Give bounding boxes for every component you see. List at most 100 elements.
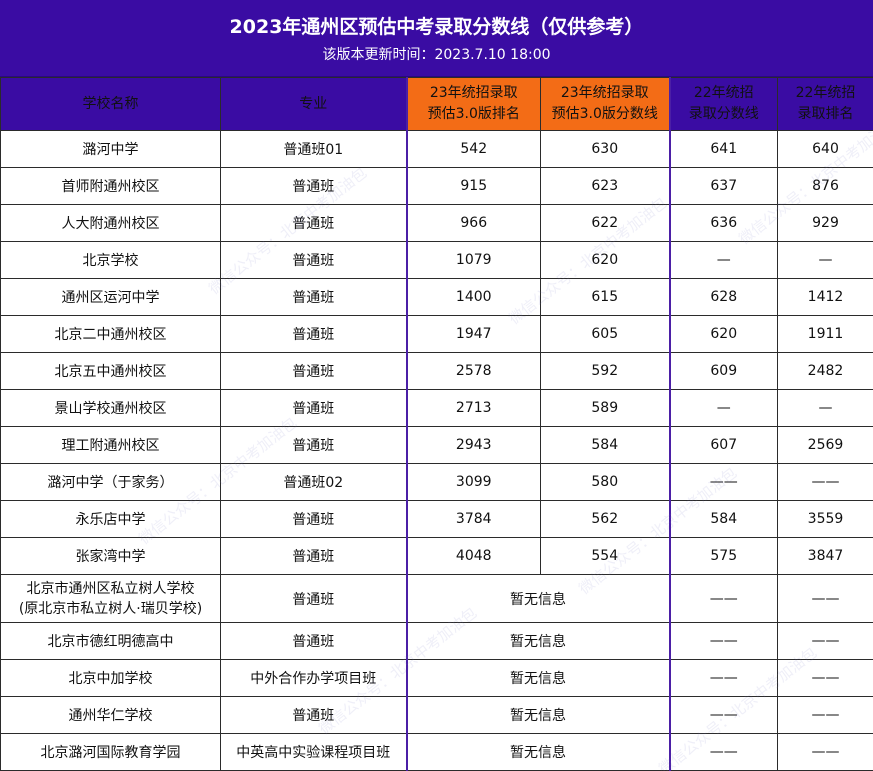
table-row-nodata: 北京市通州区私立树人学校 (原北京市私立树人·瑞贝学校) 普通班 暂无信息 ——… bbox=[0, 574, 873, 623]
rank-22: 1412 bbox=[777, 278, 873, 316]
rank-23: 542 bbox=[405, 130, 541, 168]
rank-22: —— bbox=[777, 622, 873, 660]
school-name: 北京学校 bbox=[0, 241, 221, 279]
score-22: — bbox=[668, 389, 778, 427]
table-row: 北京学校 普通班 1079 620— — bbox=[0, 241, 873, 279]
rank-22: —— bbox=[777, 696, 873, 734]
rank-22: 3847 bbox=[777, 537, 873, 575]
col-score-22-line2: 录取分数线 bbox=[688, 106, 759, 122]
col-score-22-line1: 22年统招 bbox=[693, 85, 754, 101]
major-name: 普通班 bbox=[220, 204, 407, 242]
rank-23: 1400 bbox=[405, 278, 541, 316]
no-info: 暂无信息 bbox=[405, 659, 670, 697]
col-major: 专业 bbox=[220, 77, 407, 131]
major-name: 普通班 bbox=[220, 278, 407, 316]
rank-22: —— bbox=[777, 463, 873, 501]
rank-23: 2943 bbox=[405, 426, 541, 464]
table-row-nodata: 通州华仁学校 普通班 暂无信息 —— —— bbox=[0, 696, 873, 734]
major-name: 普通班 bbox=[220, 389, 407, 427]
school-name: 首师附通州校区 bbox=[0, 167, 221, 205]
table-row: 通州区运河中学 普通班 1400 615 628 1412 bbox=[0, 278, 873, 316]
rank-23: 3784 bbox=[405, 500, 541, 538]
rank-22: 2482 bbox=[777, 352, 873, 390]
score-23: 622 bbox=[540, 204, 670, 242]
rank-23: 915 bbox=[405, 167, 541, 205]
table-row: 人大附通州校区 普通班 966 622 636 929 bbox=[0, 204, 873, 242]
school-name: 张家湾中学 bbox=[0, 537, 221, 575]
rank-22: —— bbox=[777, 659, 873, 697]
major-name: 普通班 bbox=[220, 426, 407, 464]
score-23: 615 bbox=[540, 278, 670, 316]
rank-22: 640 bbox=[777, 130, 873, 168]
header-row: 学校名称 专业 23年统招录取 预估3.0版排名 23年统招录取 预估3.0版分… bbox=[0, 77, 873, 131]
score-22: 641 bbox=[668, 130, 778, 168]
rank-23: 3099 bbox=[405, 463, 541, 501]
major-name: 普通班 bbox=[220, 622, 407, 660]
col-rank-23-line2: 预估3.0版排名 bbox=[427, 106, 520, 122]
school-name: 北京市德红明德高中 bbox=[0, 622, 221, 660]
col-school: 学校名称 bbox=[0, 77, 221, 131]
score-22: —— bbox=[668, 574, 778, 623]
table-row: 北京五中通州校区 普通班 2578 592 609 2482 bbox=[0, 352, 873, 390]
score-table: 学校名称 专业 23年统招录取 预估3.0版排名 23年统招录取 预估3.0版分… bbox=[0, 77, 873, 771]
rank-23: 966 bbox=[405, 204, 541, 242]
score-23: 580 bbox=[540, 463, 670, 501]
rank-22: — bbox=[777, 389, 873, 427]
school-name: 北京潞河国际教育学园 bbox=[0, 733, 221, 771]
score-22: 636 bbox=[668, 204, 778, 242]
major-name: 普通班 bbox=[220, 167, 407, 205]
score-22: 607 bbox=[668, 426, 778, 464]
major-name: 普通班 bbox=[220, 696, 407, 734]
score-23: 620 bbox=[540, 241, 670, 279]
school-name: 北京市通州区私立树人学校 (原北京市私立树人·瑞贝学校) bbox=[0, 574, 221, 623]
table-row-nodata: 北京中加学校 中外合作办学项目班 暂无信息 —— —— bbox=[0, 659, 873, 697]
major-name: 普通班01 bbox=[220, 130, 407, 168]
no-info: 暂无信息 bbox=[405, 622, 670, 660]
table-row: 潞河中学 普通班01 542 630 641 640 bbox=[0, 130, 873, 168]
school-name: 北京中加学校 bbox=[0, 659, 221, 697]
score-23: 592 bbox=[540, 352, 670, 390]
major-name: 普通班 bbox=[220, 315, 407, 353]
score-23: 584 bbox=[540, 426, 670, 464]
score-22: — bbox=[668, 241, 778, 279]
score-23: 589 bbox=[540, 389, 670, 427]
score-22: 637 bbox=[668, 167, 778, 205]
rank-23: 1079 bbox=[405, 241, 541, 279]
col-score-23-line1: 23年统招录取 bbox=[560, 85, 649, 101]
school-name-line2: (原北京市私立树人·瑞贝学校) bbox=[18, 600, 203, 617]
major-name: 普通班02 bbox=[220, 463, 407, 501]
table-row-nodata: 北京市德红明德高中 普通班 暂无信息 —— —— bbox=[0, 622, 873, 660]
score-22: —— bbox=[668, 733, 778, 771]
col-rank-22-line2: 录取排名 bbox=[797, 106, 854, 122]
table-row: 理工附通州校区 普通班 2943 584 607 2569 bbox=[0, 426, 873, 464]
title-bar: 2023年通州区预估中考录取分数线（仅供参考） 该版本更新时间：2023.7.1… bbox=[0, 0, 873, 77]
score-23: 554 bbox=[540, 537, 670, 575]
score-22: 575 bbox=[668, 537, 778, 575]
table-row: 潞河中学（于家务） 普通班02 3099 580 —— —— bbox=[0, 463, 873, 501]
update-time: 该版本更新时间：2023.7.10 18:00 bbox=[322, 47, 551, 63]
school-name: 理工附通州校区 bbox=[0, 426, 221, 464]
school-name: 景山学校通州校区 bbox=[0, 389, 221, 427]
rank-23: 4048 bbox=[405, 537, 541, 575]
score-22: 620 bbox=[668, 315, 778, 353]
score-23: 605 bbox=[540, 315, 670, 353]
col-score-23-line2: 预估3.0版分数线 bbox=[551, 106, 658, 122]
col-score-22: 22年统招 录取分数线 bbox=[668, 77, 778, 131]
school-name: 北京二中通州校区 bbox=[0, 315, 221, 353]
rank-23: 2578 bbox=[405, 352, 541, 390]
table-row: 永乐店中学 普通班 3784 562 584 3559 bbox=[0, 500, 873, 538]
no-info: 暂无信息 bbox=[405, 733, 670, 771]
table-row: 北京二中通州校区 普通班 1947 605 620 1911 bbox=[0, 315, 873, 353]
major-name: 普通班 bbox=[220, 241, 407, 279]
rank-23: 1947 bbox=[405, 315, 541, 353]
col-rank-23: 23年统招录取 预估3.0版排名 bbox=[405, 77, 541, 131]
no-info: 暂无信息 bbox=[405, 574, 670, 623]
col-score-23: 23年统招录取 预估3.0版分数线 bbox=[540, 77, 670, 131]
page-title: 2023年通州区预估中考录取分数线（仅供参考） bbox=[229, 16, 644, 38]
col-rank-22: 22年统招 录取排名 bbox=[777, 77, 873, 131]
rank-22: 1911 bbox=[777, 315, 873, 353]
school-name: 通州区运河中学 bbox=[0, 278, 221, 316]
score-22: 628 bbox=[668, 278, 778, 316]
rank-22: —— bbox=[777, 733, 873, 771]
rank-22: — bbox=[777, 241, 873, 279]
